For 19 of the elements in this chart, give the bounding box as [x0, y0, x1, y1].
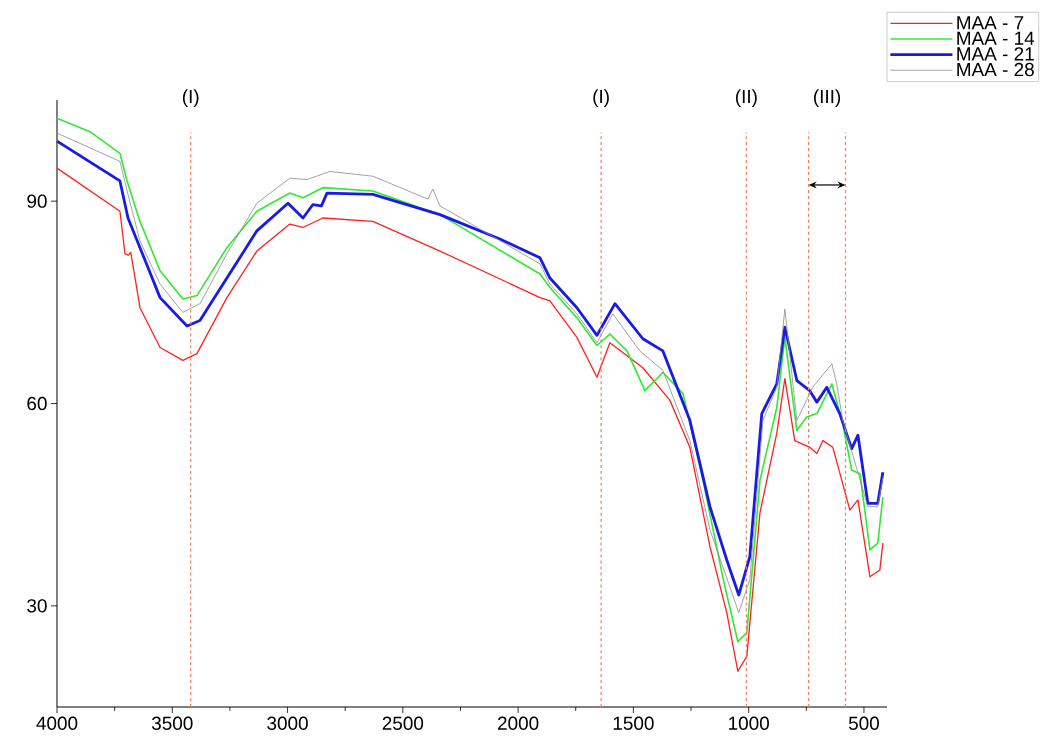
- x-tick-label: 3000: [267, 716, 308, 730]
- y-tick-label: 60: [27, 396, 47, 411]
- x-tick-label: 1000: [729, 716, 769, 730]
- y-tick-label: 30: [27, 599, 47, 613]
- x-tick-label: 3500: [151, 716, 193, 730]
- legend-label: MAA - 7: [957, 16, 1024, 30]
- ref-line-label: (I): [593, 89, 609, 107]
- legend-label: MAA - 21: [957, 47, 1034, 61]
- x-tick-label: 1500: [613, 716, 654, 730]
- x-tick-label: 4000: [36, 716, 78, 730]
- annotation: (III): [814, 89, 841, 107]
- x-tick-label: 2500: [382, 716, 424, 730]
- x-tick-label: 500: [848, 716, 879, 730]
- ref-line-label: (I): [182, 89, 199, 107]
- legend-label: MAA - 14: [957, 31, 1035, 45]
- ref-line-label: (II): [735, 89, 757, 107]
- x-tick-label: 2000: [498, 716, 539, 730]
- y-tick-label: 90: [27, 194, 47, 208]
- legend-label: MAA - 28: [957, 62, 1034, 77]
